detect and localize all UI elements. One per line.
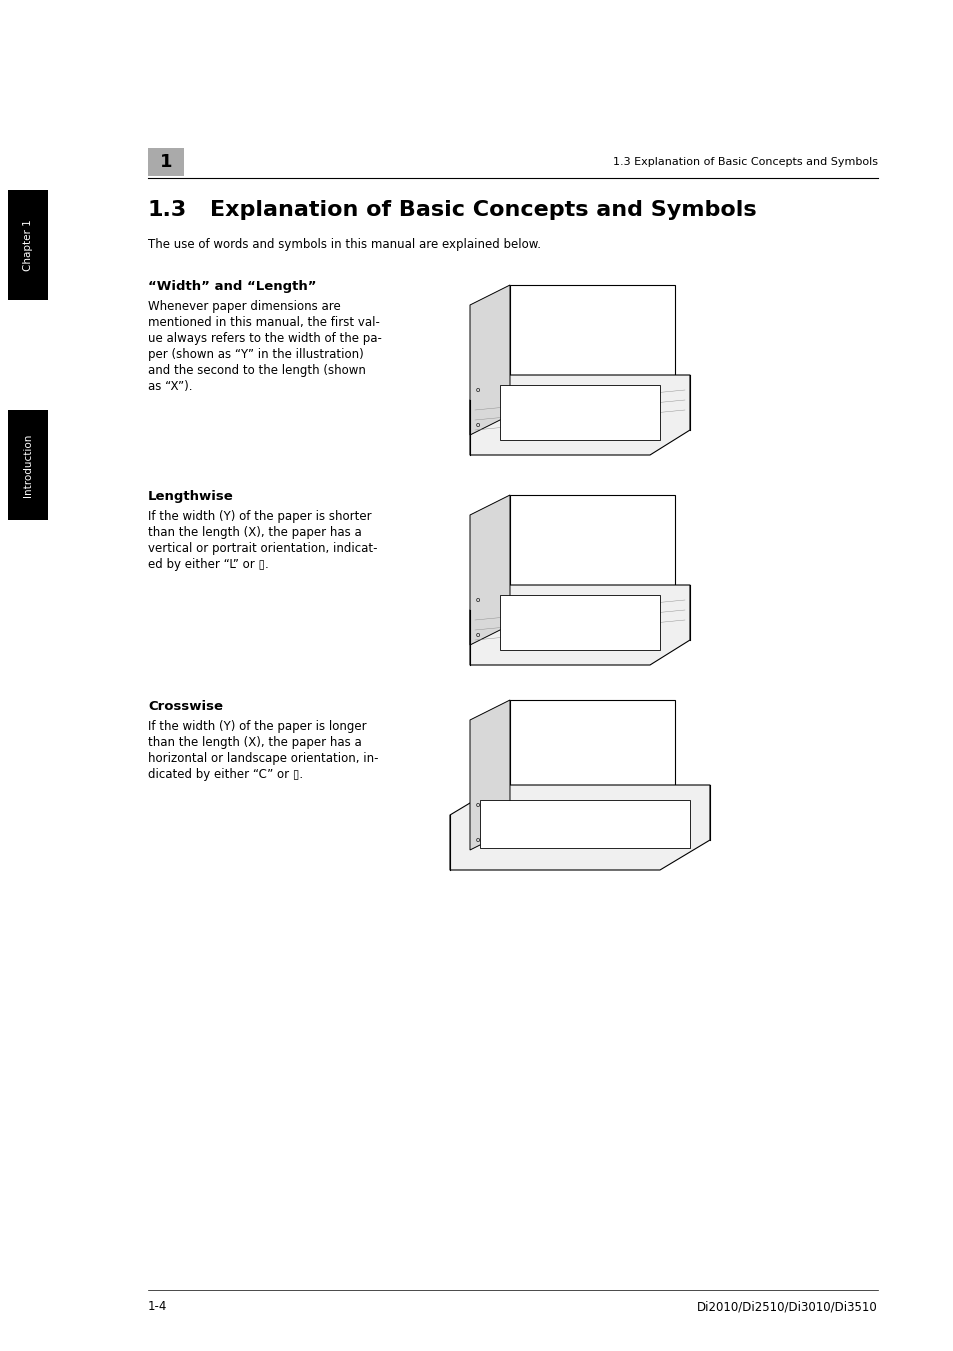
Text: dicated by either “C” or ▯.: dicated by either “C” or ▯. <box>148 767 303 781</box>
Bar <box>510 285 675 415</box>
Text: o: o <box>476 802 479 808</box>
Bar <box>510 700 675 830</box>
Text: o: o <box>476 422 479 428</box>
Text: than the length (X), the paper has a: than the length (X), the paper has a <box>148 526 361 539</box>
Polygon shape <box>479 800 689 848</box>
Text: 1.3 Explanation of Basic Concepts and Symbols: 1.3 Explanation of Basic Concepts and Sy… <box>613 157 877 168</box>
Text: mentioned in this manual, the first val-: mentioned in this manual, the first val- <box>148 316 379 330</box>
Text: Crosswise: Crosswise <box>148 700 223 713</box>
Text: o: o <box>476 632 479 638</box>
Polygon shape <box>450 785 709 870</box>
Polygon shape <box>499 385 659 440</box>
Polygon shape <box>499 594 659 650</box>
Text: If the width (Y) of the paper is longer: If the width (Y) of the paper is longer <box>148 720 366 734</box>
Polygon shape <box>559 285 669 345</box>
Text: than the length (X), the paper has a: than the length (X), the paper has a <box>148 736 361 748</box>
Polygon shape <box>559 700 669 761</box>
Text: Introduction: Introduction <box>23 434 33 497</box>
Text: as “X”).: as “X”). <box>148 380 193 393</box>
Text: o: o <box>476 597 479 603</box>
Text: 1.3: 1.3 <box>148 200 187 220</box>
Text: and the second to the length (shown: and the second to the length (shown <box>148 363 366 377</box>
Text: ue always refers to the width of the pa-: ue always refers to the width of the pa- <box>148 332 381 345</box>
Polygon shape <box>470 585 689 665</box>
Polygon shape <box>470 285 510 435</box>
Text: horizontal or landscape orientation, in-: horizontal or landscape orientation, in- <box>148 753 378 765</box>
Text: 1: 1 <box>159 153 172 172</box>
Text: o: o <box>476 386 479 393</box>
Text: o: o <box>476 838 479 843</box>
Text: vertical or portrait orientation, indicat-: vertical or portrait orientation, indica… <box>148 542 377 555</box>
Bar <box>8 190 48 300</box>
Text: Chapter 1: Chapter 1 <box>23 219 33 270</box>
Text: per (shown as “Y” in the illustration): per (shown as “Y” in the illustration) <box>148 349 363 361</box>
Polygon shape <box>470 376 689 455</box>
Bar <box>148 149 184 176</box>
Bar <box>8 409 48 520</box>
Bar <box>510 494 675 626</box>
Text: Di2010/Di2510/Di3010/Di3510: Di2010/Di2510/Di3010/Di3510 <box>697 1300 877 1313</box>
Text: Lengthwise: Lengthwise <box>148 490 233 503</box>
Text: ed by either “L” or ▯.: ed by either “L” or ▯. <box>148 558 269 571</box>
Polygon shape <box>470 494 510 644</box>
Polygon shape <box>470 700 510 850</box>
Text: Whenever paper dimensions are: Whenever paper dimensions are <box>148 300 340 313</box>
Text: If the width (Y) of the paper is shorter: If the width (Y) of the paper is shorter <box>148 509 372 523</box>
Polygon shape <box>559 494 669 555</box>
Text: The use of words and symbols in this manual are explained below.: The use of words and symbols in this man… <box>148 238 540 251</box>
Text: 1-4: 1-4 <box>148 1300 167 1313</box>
Text: Explanation of Basic Concepts and Symbols: Explanation of Basic Concepts and Symbol… <box>210 200 756 220</box>
Text: “Width” and “Length”: “Width” and “Length” <box>148 280 316 293</box>
